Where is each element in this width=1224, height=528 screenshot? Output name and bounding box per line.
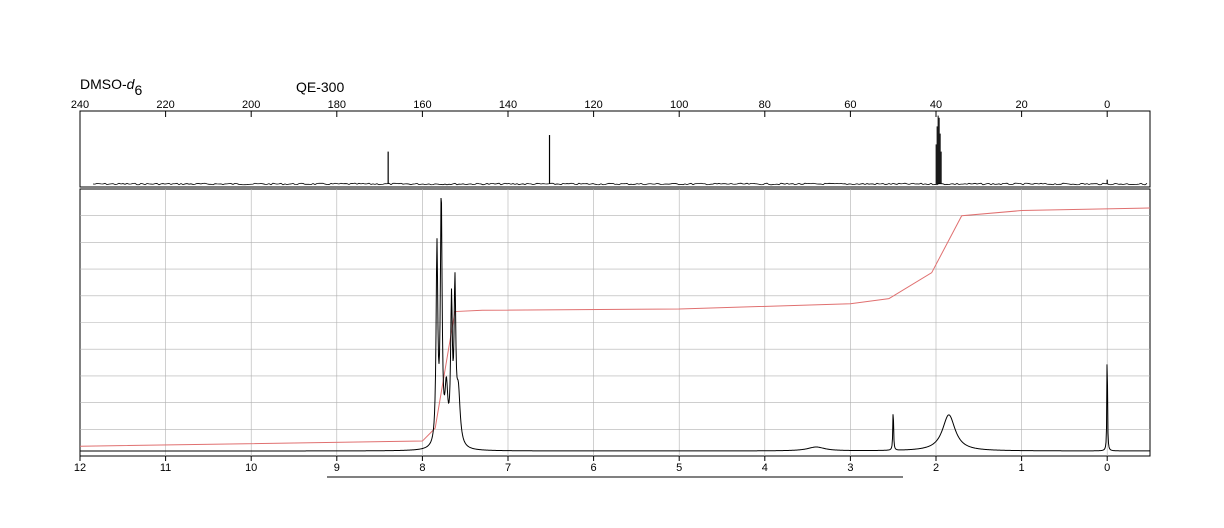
h1-tick-label: 3 bbox=[847, 462, 853, 474]
c13-tick-label: 20 bbox=[1015, 99, 1027, 111]
c13-peaks bbox=[387, 115, 1108, 184]
h1-tick-label: 0 bbox=[1104, 462, 1110, 474]
c13-tick-label: 0 bbox=[1104, 99, 1110, 111]
h1-axis-ticks: 12 11 10 9 8 7 6 5 4 3 2 1 0 bbox=[74, 456, 1110, 474]
h1-integral-curve bbox=[79, 207, 1151, 447]
h1-tick-label: 8 bbox=[419, 462, 425, 474]
c13-tick-label: 120 bbox=[584, 99, 602, 111]
h1-grid bbox=[80, 189, 1150, 456]
h1-tick-label: 11 bbox=[160, 462, 171, 474]
instrument-label: QE-300 bbox=[296, 79, 345, 95]
c13-grid bbox=[79, 111, 1108, 117]
h1-tick-label: 6 bbox=[591, 462, 597, 474]
h1-tick-label: 4 bbox=[762, 462, 768, 474]
c13-tick-label: 180 bbox=[328, 99, 346, 111]
h1-spectrum-line bbox=[80, 197, 1150, 452]
c13-tick-label: 240 bbox=[71, 99, 89, 111]
h1-tick-label: 2 bbox=[933, 462, 939, 474]
c13-tick-label: 80 bbox=[759, 99, 771, 111]
c13-tick-label: 220 bbox=[156, 99, 174, 111]
c13-tick-label: 160 bbox=[413, 99, 431, 111]
h1-tick-label: 7 bbox=[505, 462, 511, 474]
solvent-label: DMSO-d6 bbox=[80, 76, 143, 98]
h1-tick-label: 5 bbox=[676, 462, 682, 474]
c13-tick-label: 140 bbox=[499, 99, 517, 111]
h1-tick-label: 1 bbox=[1019, 462, 1025, 474]
c13-plot-frame bbox=[79, 110, 1151, 188]
c13-tick-label: 100 bbox=[670, 99, 688, 111]
c13-baseline bbox=[92, 182, 1148, 186]
c13-tick-label: 60 bbox=[844, 99, 856, 111]
h1-tick-label: 12 bbox=[74, 462, 86, 474]
h1-tick-label: 9 bbox=[334, 462, 340, 474]
h1-tick-label: 10 bbox=[245, 462, 257, 474]
c13-axis-ticks: 240 220 200 180 160 140 120 100 80 60 40 20 0 bbox=[71, 99, 1110, 111]
c13-tick-label: 200 bbox=[242, 99, 260, 111]
c13-tick-label: 40 bbox=[930, 99, 942, 111]
